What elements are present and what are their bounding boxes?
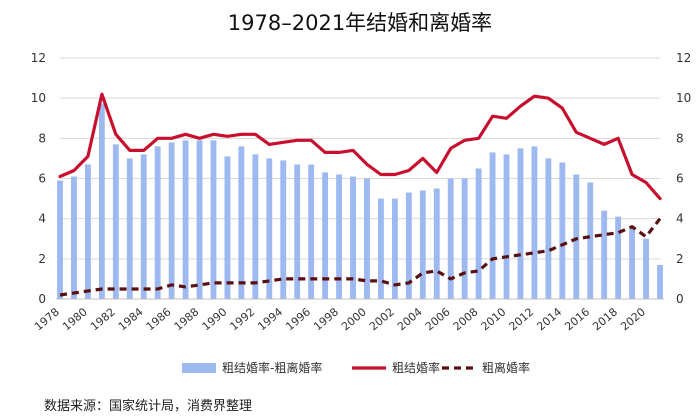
y-left-tick-label: 10 bbox=[31, 91, 46, 105]
x-tick-label: 2002 bbox=[367, 305, 397, 333]
x-tick-label: 1990 bbox=[200, 305, 230, 333]
bar-layer bbox=[57, 104, 663, 299]
bar-2019 bbox=[629, 226, 636, 299]
y-left-tick-label: 0 bbox=[38, 292, 46, 306]
x-tick-label: 2000 bbox=[339, 305, 369, 333]
bar-1978 bbox=[57, 180, 63, 299]
x-tick-label: 2012 bbox=[507, 305, 537, 333]
y-right-tick-label: 4 bbox=[676, 212, 684, 226]
bar-1992 bbox=[252, 154, 259, 299]
y-left-tick-label: 12 bbox=[31, 51, 46, 65]
bar-2015 bbox=[573, 174, 580, 299]
x-tick-label: 1986 bbox=[144, 305, 174, 333]
bar-1998 bbox=[336, 174, 342, 299]
bar-2007 bbox=[461, 178, 468, 299]
x-tick-label: 2010 bbox=[479, 305, 509, 333]
bar-2010 bbox=[503, 154, 510, 299]
x-tick-label: 1980 bbox=[60, 305, 90, 333]
bar-2013 bbox=[545, 158, 552, 299]
bar-1999 bbox=[350, 176, 356, 299]
x-tick-label: 1978 bbox=[32, 305, 62, 333]
bar-1988 bbox=[196, 140, 203, 299]
bar-2012 bbox=[531, 146, 538, 299]
x-tick-label: 1994 bbox=[255, 305, 285, 333]
bar-1994 bbox=[280, 160, 287, 299]
x-tick-label: 2020 bbox=[618, 305, 648, 333]
bar-1981 bbox=[98, 104, 105, 299]
line-layer bbox=[58, 92, 662, 297]
y-left-tick-label: 6 bbox=[38, 172, 46, 186]
bar-2004 bbox=[419, 190, 426, 299]
bar-2003 bbox=[405, 192, 412, 299]
bar-2009 bbox=[489, 152, 496, 299]
legend: 粗结婚率-粗离婚率 粗结婚率 粗离婚率 bbox=[182, 360, 530, 375]
x-tick-label: 2006 bbox=[423, 305, 453, 333]
bar-1993 bbox=[266, 158, 273, 299]
chart-title: 1978–2021年结婚和离婚率 bbox=[228, 11, 492, 35]
x-tick-label: 1988 bbox=[172, 305, 202, 333]
bar-1980 bbox=[84, 164, 91, 299]
bar-1995 bbox=[294, 164, 301, 299]
y-left-tick-label: 4 bbox=[38, 212, 46, 226]
y-left-tick-label: 2 bbox=[38, 252, 46, 266]
bar-2016 bbox=[587, 182, 594, 299]
bar-1991 bbox=[238, 146, 245, 299]
x-tick-label: 1992 bbox=[227, 305, 257, 333]
bar-1984 bbox=[140, 154, 147, 299]
x-tick-label: 2014 bbox=[534, 305, 564, 333]
source-note: 数据来源：国家统计局，消费界整理 bbox=[44, 399, 253, 414]
bar-1989 bbox=[210, 140, 217, 299]
legend-label: 粗结婚率-粗离婚率 bbox=[222, 360, 322, 375]
x-tick-label: 2018 bbox=[590, 305, 620, 333]
bar-1990 bbox=[224, 156, 231, 299]
bar-1982 bbox=[112, 144, 119, 299]
y-right-tick-label: 10 bbox=[676, 91, 691, 105]
bar-2011 bbox=[517, 148, 524, 299]
x-tick-label: 1996 bbox=[283, 305, 313, 333]
y-left-tick-label: 8 bbox=[38, 131, 46, 145]
bar-2021 bbox=[657, 264, 663, 299]
bar-2014 bbox=[559, 162, 566, 299]
bar-1997 bbox=[322, 172, 329, 299]
x-tick-label: 1998 bbox=[311, 305, 341, 333]
y-right-tick-label: 0 bbox=[676, 292, 684, 306]
bar-2002 bbox=[391, 198, 398, 299]
bar-2017 bbox=[601, 210, 608, 299]
x-tick-label: 2008 bbox=[451, 305, 481, 333]
x-tick-label: 2004 bbox=[395, 305, 425, 333]
bar-1983 bbox=[126, 158, 133, 299]
legend-swatch-bar bbox=[182, 363, 216, 373]
legend-label: 粗离婚率 bbox=[482, 360, 530, 375]
y-right-tick-label: 2 bbox=[676, 252, 684, 266]
bar-1987 bbox=[182, 140, 189, 299]
bar-2000 bbox=[364, 178, 370, 299]
bar-1986 bbox=[168, 142, 175, 299]
bar-2020 bbox=[643, 238, 649, 299]
bar-2005 bbox=[433, 188, 440, 299]
series-line-marriage-rate bbox=[58, 92, 662, 201]
y-right-tick-label: 6 bbox=[676, 172, 684, 186]
series-line-divorce-rate bbox=[59, 217, 662, 297]
legend-label: 粗结婚率 bbox=[392, 360, 440, 375]
bar-2001 bbox=[378, 198, 384, 299]
bar-2008 bbox=[475, 168, 482, 299]
bar-2018 bbox=[615, 216, 622, 299]
y-right-tick-label: 12 bbox=[676, 51, 691, 65]
y-right-tick-label: 8 bbox=[676, 131, 684, 145]
bar-2006 bbox=[447, 178, 454, 299]
x-tick-label: 1982 bbox=[88, 305, 118, 333]
bar-1979 bbox=[71, 176, 77, 299]
bar-1985 bbox=[154, 146, 161, 299]
bar-1996 bbox=[308, 164, 315, 299]
x-tick-label: 1984 bbox=[116, 305, 146, 333]
grid-layer bbox=[60, 57, 660, 300]
x-tick-label: 2016 bbox=[562, 305, 592, 333]
